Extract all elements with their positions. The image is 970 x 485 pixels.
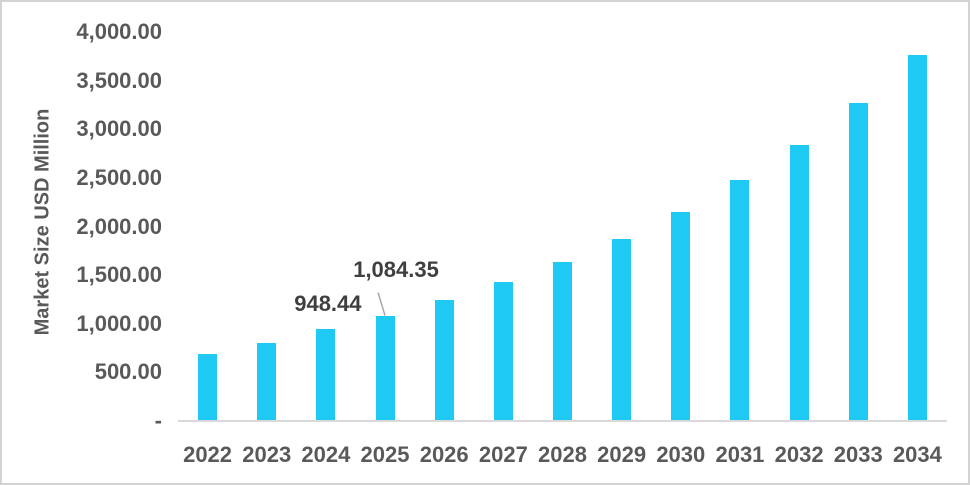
- x-tick-label-2032: 2032: [774, 442, 824, 467]
- bar-2027: [493, 281, 513, 421]
- bar-2028: [553, 261, 572, 421]
- x-tick-label-2024: 2024: [301, 442, 351, 467]
- y-tick-label: 1,000.00: [76, 310, 162, 336]
- x-tick-label-2025: 2025: [360, 442, 410, 467]
- y-tick-label: 3,500.00: [76, 67, 162, 93]
- y-tick-label: 1,500.00: [76, 262, 162, 288]
- x-tick-label-2027: 2027: [478, 442, 528, 467]
- y-tick-label: 2,000.00: [76, 213, 162, 239]
- y-tick-label: 500.00: [94, 359, 162, 385]
- x-tick-label-2034: 2034: [892, 442, 942, 467]
- bar-2033: [848, 102, 868, 421]
- y-tick-label: 2,500.00: [76, 164, 162, 190]
- x-tick-label-2026: 2026: [419, 442, 469, 467]
- x-tick-label-2023: 2023: [242, 442, 292, 467]
- x-tick-label-2029: 2029: [597, 442, 647, 467]
- x-tick-label-2030: 2030: [656, 442, 706, 467]
- x-tick-label-2031: 2031: [715, 442, 765, 467]
- x-tick-label-2022: 2022: [183, 442, 233, 467]
- leader-line: [377, 292, 386, 316]
- x-tick-label-2028: 2028: [538, 442, 587, 467]
- bar-2029: [612, 239, 632, 421]
- bar-2034: [907, 54, 927, 421]
- bar-2031: [730, 179, 750, 421]
- y-tick-label: 3,000.00: [76, 116, 162, 142]
- bar-2024: [316, 328, 336, 421]
- y-tick-label: -: [154, 408, 162, 433]
- bar-2032: [789, 145, 809, 421]
- bar-2022: [198, 353, 218, 421]
- bar-2026: [434, 300, 454, 421]
- bar-2025: [375, 315, 395, 421]
- data-label-2024: 948.44: [294, 290, 362, 316]
- x-tick-label-2033: 2033: [833, 442, 883, 467]
- bar-2023: [257, 342, 277, 421]
- y-tick-label: 4,000.00: [76, 19, 162, 44]
- data-label-2025: 1,084.35: [353, 256, 439, 282]
- x-axis-line: [178, 420, 947, 422]
- bar-2030: [671, 211, 691, 421]
